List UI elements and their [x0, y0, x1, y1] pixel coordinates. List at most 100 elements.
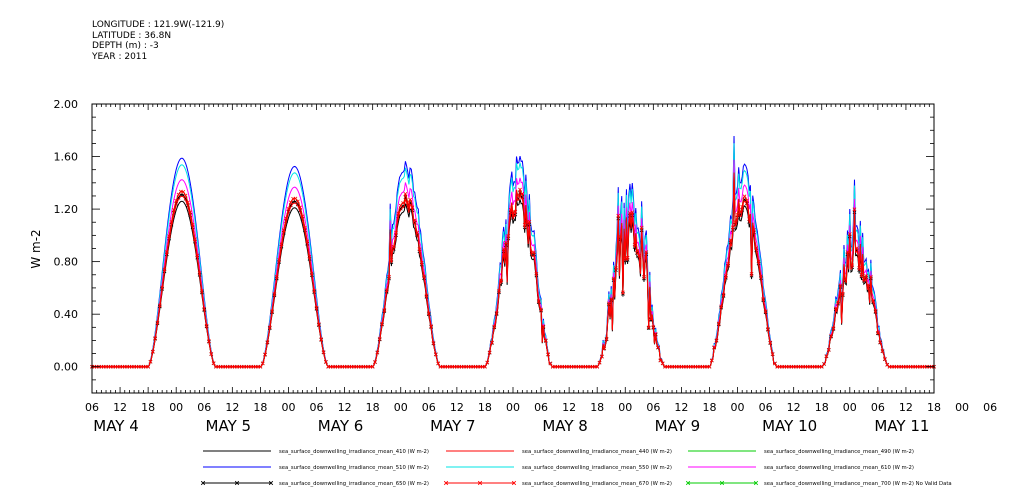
- plot-frame: [91, 103, 935, 394]
- x-tick-label: 12: [899, 401, 913, 414]
- data-point: [833, 306, 838, 311]
- date-label: MAY 4: [93, 417, 139, 435]
- data-point: [174, 198, 179, 203]
- data-point: [660, 361, 665, 366]
- data-point: [656, 345, 660, 350]
- data-point: [756, 259, 761, 264]
- x-tick-label: 12: [787, 401, 801, 414]
- data-point: [761, 297, 766, 301]
- data-point: [307, 254, 312, 259]
- date-label: MAY 5: [206, 417, 252, 435]
- data-point: [752, 227, 756, 232]
- data-point: [646, 325, 651, 330]
- year-label: YEAR : 2011: [92, 51, 148, 62]
- data-point: [436, 361, 441, 366]
- data-point: [651, 325, 656, 329]
- data-point: [616, 213, 621, 218]
- x-tick-label: 12: [225, 401, 239, 414]
- x-tick-label: 18: [590, 401, 604, 414]
- data-point: [487, 350, 492, 355]
- data-point: [319, 337, 324, 342]
- latitude-label: LATITUDE : 36.8N: [92, 30, 172, 41]
- data-point: [824, 354, 829, 358]
- data-point: [614, 266, 618, 271]
- data-point: [284, 216, 289, 221]
- x-tick-label: 00: [955, 401, 969, 414]
- data-point: [543, 338, 548, 343]
- data-point: [162, 267, 167, 272]
- data-point: [370, 364, 375, 369]
- data-point: [707, 364, 712, 369]
- y-tick-label: 1.60: [54, 151, 79, 164]
- data-point: [188, 210, 193, 215]
- data-point: [394, 230, 398, 235]
- data-point: [324, 359, 328, 364]
- data-point: [155, 320, 160, 325]
- x-tick-label: 06: [422, 401, 436, 414]
- legend-label: sea_surface_downwelling_irradiance_mean_…: [764, 481, 952, 487]
- data-point: [391, 244, 396, 249]
- data-point: [305, 239, 310, 244]
- data-point: [649, 316, 653, 321]
- data-point: [773, 361, 777, 366]
- data-point: [281, 228, 286, 233]
- data-point: [382, 308, 387, 312]
- data-point: [148, 359, 153, 364]
- x-tick-label: 00: [281, 401, 295, 414]
- data-point: [759, 274, 763, 279]
- data-point: [286, 206, 291, 211]
- data-point: [766, 327, 770, 331]
- data-point: [723, 274, 728, 278]
- data-point: [878, 340, 883, 344]
- x-tick-label: 06: [310, 401, 324, 414]
- legend-marker: [234, 480, 240, 486]
- x-tick-label: 06: [197, 401, 211, 414]
- data-point: [195, 253, 200, 258]
- legend-label: sea_surface_downwelling_irradiance_mean_…: [764, 465, 914, 471]
- series-line-4: [92, 143, 934, 368]
- x-tick-label: 12: [113, 401, 127, 414]
- data-point: [845, 250, 850, 254]
- data-point: [295, 199, 300, 204]
- data-point: [630, 210, 635, 215]
- data-point: [412, 218, 417, 222]
- x-tick-label: 06: [983, 401, 997, 414]
- data-point: [534, 271, 539, 276]
- data-point: [485, 360, 490, 365]
- data-point: [193, 237, 197, 242]
- data-point: [408, 197, 412, 202]
- legend-label: sea_surface_downwelling_irradiance_mean_…: [279, 465, 429, 471]
- data-point: [513, 209, 518, 214]
- x-tick-label: 06: [85, 401, 99, 414]
- legend-label: sea_surface_downwelling_irradiance_mean_…: [522, 465, 672, 471]
- data-point: [595, 364, 600, 369]
- data-point: [497, 289, 501, 293]
- data-point: [499, 278, 504, 283]
- data-point: [831, 326, 836, 331]
- data-point: [847, 232, 852, 236]
- legend-marker: [477, 480, 483, 486]
- data-point: [160, 285, 165, 290]
- x-tick-label: 18: [702, 401, 716, 414]
- y-axis-label: W m-2: [29, 229, 43, 268]
- data-point: [625, 255, 630, 260]
- data-point: [768, 340, 773, 345]
- data-point: [277, 258, 281, 262]
- data-point: [316, 322, 321, 327]
- data-point: [150, 349, 155, 354]
- data-point: [200, 289, 204, 293]
- data-point: [314, 305, 319, 310]
- date-label: MAY 8: [542, 417, 588, 435]
- data-point: [763, 309, 768, 314]
- data-point: [494, 311, 499, 315]
- data-point: [209, 352, 214, 356]
- data-point: [508, 207, 513, 212]
- data-point: [387, 274, 391, 279]
- data-point: [511, 213, 515, 217]
- data-point: [176, 192, 181, 197]
- data-point: [635, 248, 639, 253]
- data-point: [426, 311, 431, 316]
- data-point: [429, 324, 434, 329]
- data-point: [873, 309, 878, 313]
- data-point: [726, 261, 731, 266]
